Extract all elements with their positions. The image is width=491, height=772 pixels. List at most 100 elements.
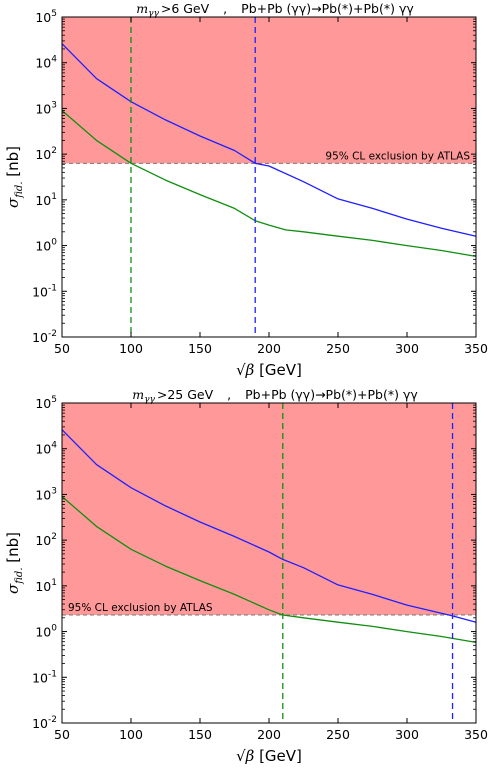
y-tick-label: 100	[35, 238, 57, 254]
exclusion-label: 95% CL exclusion by ATLAS	[68, 602, 213, 614]
y-tick-mantissa: 10	[35, 625, 51, 640]
series-line-1	[61, 429, 477, 623]
chart-bottom: 50 100 150 200 250 300 35010-210-1100101102103…	[4, 387, 488, 765]
series-line-1	[61, 43, 477, 237]
chart-title: mγγ >6 GeV, Pb+Pb (γγ)→Pb(*)+Pb(*) γγ	[136, 1, 414, 19]
x-tick-label: 200	[257, 341, 281, 356]
y-tick-mantissa: 10	[35, 487, 51, 502]
title-process: Pb+Pb (γγ)→Pb(*)+Pb(*) γγ	[245, 387, 418, 402]
title-mass: m	[136, 1, 148, 16]
y-tick-mantissa: 10	[32, 670, 48, 685]
title-cut: >25 GeV	[157, 387, 214, 402]
x-tick-label: 350	[464, 727, 488, 742]
y-tick-mantissa: 10	[35, 56, 51, 71]
y-axis-unit: [nb]	[4, 146, 22, 182]
y-axis-sigma: σ	[4, 583, 22, 594]
y-tick-mantissa: 10	[35, 533, 51, 548]
series-lines	[61, 429, 477, 644]
series-line-2	[61, 110, 477, 258]
y-tick-exponent: 1	[51, 578, 57, 588]
y-axis-sub: fid.	[14, 182, 25, 199]
y-tick-exponent: -2	[48, 715, 57, 725]
exclusion-label: 95% CL exclusion by ATLAS	[325, 150, 470, 162]
y-tick-exponent: 0	[51, 624, 57, 634]
chart-top: 50 100 150 200 250 300 35010-210-1100101102103…	[4, 1, 488, 379]
x-axis-unit: [GeV]	[254, 361, 302, 379]
y-tick-label: 101	[35, 578, 57, 594]
y-tick-mantissa: 10	[32, 330, 48, 345]
y-tick-mantissa: 10	[35, 147, 51, 162]
y-tick-mantissa: 10	[32, 284, 48, 299]
y-axis-label: σfid. [nb]	[4, 146, 25, 208]
y-tick-exponent: 3	[51, 486, 57, 496]
title-process: Pb+Pb (γγ)→Pb(*)+Pb(*) γγ	[241, 1, 414, 16]
y-tick-exponent: -1	[48, 669, 57, 679]
title-cut: >6 GeV	[161, 1, 210, 16]
y-tick-exponent: 2	[51, 532, 57, 542]
y-tick-exponent: -1	[48, 283, 57, 293]
y-tick-label: 102	[35, 532, 57, 548]
y-tick-label: 103	[35, 100, 57, 116]
y-tick-label: 10-1	[32, 283, 57, 299]
y-tick-label: 105	[35, 395, 57, 411]
x-tick-label: 250	[326, 727, 350, 742]
x-tick-label: 350	[464, 341, 488, 356]
title-mass: m	[132, 387, 144, 402]
x-tick-label: 50	[54, 341, 70, 356]
y-tick-label: 100	[35, 624, 57, 640]
y-tick-exponent: 0	[51, 238, 57, 248]
x-axis-root: √β	[236, 747, 255, 765]
x-axis-label: √β [GeV]	[236, 747, 302, 765]
vertical-lines	[130, 17, 256, 337]
y-tick-label: 104	[35, 55, 57, 71]
x-tick-label: 300	[395, 727, 419, 742]
series-line-2	[61, 496, 477, 644]
y-axis-sigma: σ	[4, 197, 22, 208]
y-tick-mantissa: 10	[35, 579, 51, 594]
y-tick-label: 104	[35, 441, 57, 457]
ticks: 50 100 150 200 250 300 35010-210-1100101102103…	[32, 9, 488, 356]
x-tick-label: 50	[54, 727, 70, 742]
y-tick-mantissa: 10	[35, 239, 51, 254]
vertical-lines	[282, 403, 454, 723]
x-axis-unit: [GeV]	[254, 747, 302, 765]
x-tick-label: 150	[188, 341, 212, 356]
y-tick-exponent: 5	[51, 395, 57, 405]
series-lines	[61, 43, 477, 258]
exclusion-region	[62, 17, 476, 164]
y-tick-exponent: -2	[48, 329, 57, 339]
chart-title: mγγ >25 GeV, Pb+Pb (γγ)→Pb(*)+Pb(*) γγ	[132, 387, 418, 405]
y-tick-exponent: 4	[51, 55, 57, 65]
y-tick-mantissa: 10	[32, 716, 48, 731]
x-tick-label: 200	[257, 727, 281, 742]
y-tick-mantissa: 10	[35, 442, 51, 457]
plot-group: 50 100 150 200 250 300 35010-210-1100101102103…	[32, 395, 488, 742]
x-axis-root: √β	[236, 361, 255, 379]
y-tick-exponent: 5	[51, 9, 57, 19]
y-tick-exponent: 1	[51, 192, 57, 202]
plot-group: 50 100 150 200 250 300 35010-210-1100101102103…	[32, 9, 488, 356]
title-sep: ,	[223, 1, 227, 16]
y-axis-sub: fid.	[14, 568, 25, 585]
y-tick-exponent: 4	[51, 441, 57, 451]
title-mass-sub: γγ	[144, 395, 155, 405]
y-tick-label: 102	[35, 146, 57, 162]
title-sep: ,	[227, 387, 231, 402]
x-axis-label: √β [GeV]	[236, 361, 302, 379]
y-tick-mantissa: 10	[35, 10, 51, 25]
y-tick-label: 10-2	[32, 329, 57, 345]
title-mass-sub: γγ	[148, 9, 159, 19]
ticks: 50 100 150 200 250 300 35010-210-1100101102103…	[32, 395, 488, 742]
x-tick-label: 250	[326, 341, 350, 356]
y-tick-exponent: 2	[51, 146, 57, 156]
y-tick-exponent: 3	[51, 100, 57, 110]
y-tick-label: 101	[35, 192, 57, 208]
y-tick-label: 10-1	[32, 669, 57, 685]
x-tick-label: 150	[188, 727, 212, 742]
y-tick-mantissa: 10	[35, 101, 51, 116]
y-tick-label: 10-2	[32, 715, 57, 731]
y-axis-label: σfid. [nb]	[4, 532, 25, 594]
x-tick-label: 300	[395, 341, 419, 356]
y-tick-mantissa: 10	[35, 396, 51, 411]
x-tick-label: 100	[119, 341, 143, 356]
